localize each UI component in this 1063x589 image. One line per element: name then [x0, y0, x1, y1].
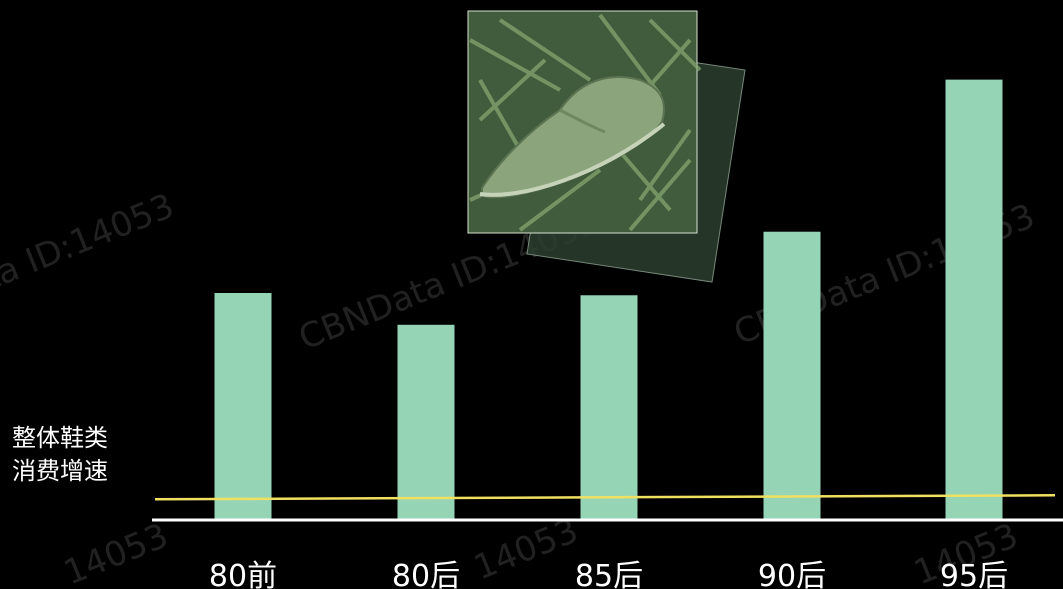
bar-1 [397, 324, 455, 520]
shoe-icon [479, 76, 666, 199]
watermark-text: 14053 [468, 511, 583, 589]
category-labels: 80前 80后 85后 90后 95后 [209, 559, 1008, 589]
bar-3 [763, 231, 821, 520]
reference-label-line-1: 整体鞋类 [12, 424, 108, 452]
reference-line [154, 494, 1056, 501]
category-label: 95后 [940, 559, 1008, 589]
watermark-layer: ta ID:14053 CBNData ID:14053 CBNData ID:… [0, 186, 1040, 589]
reference-label: 整体鞋类 消费增速 [12, 424, 108, 485]
shoe-photo [467, 10, 746, 283]
reference-label-line-2: 消费增速 [12, 457, 108, 485]
watermark-text: ta ID:14053 [0, 186, 180, 298]
category-label: 80后 [392, 559, 460, 589]
bar-4 [945, 79, 1003, 521]
bar-group [214, 79, 1003, 521]
category-label: 85后 [575, 559, 643, 589]
category-label: 90后 [758, 559, 826, 589]
bar-2 [580, 295, 638, 520]
category-label: 80前 [209, 559, 277, 589]
bar-0 [214, 293, 272, 520]
watermark-text: 14053 [58, 516, 173, 589]
